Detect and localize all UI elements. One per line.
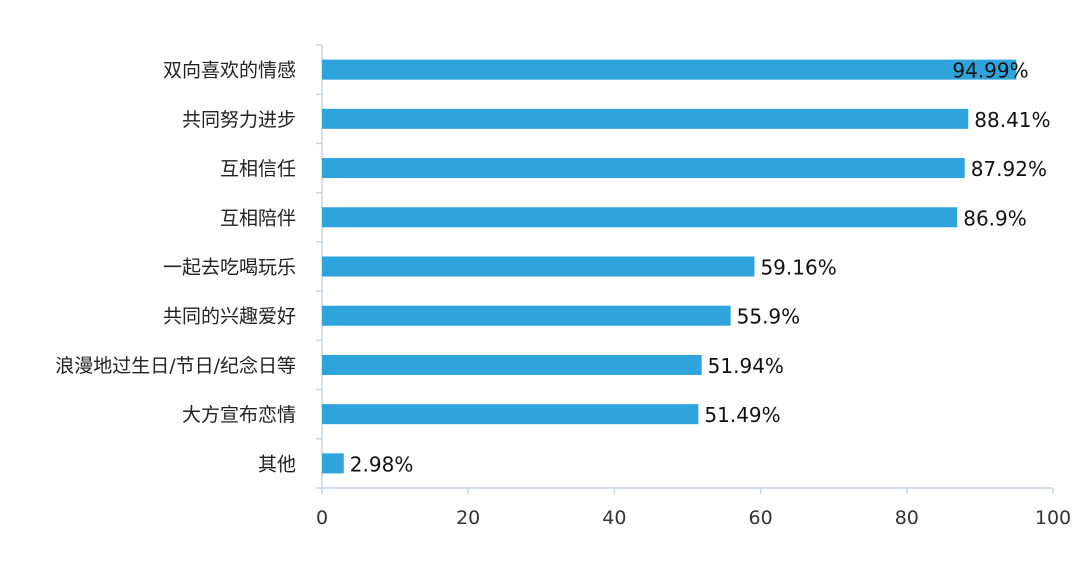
category-label: 其他 — [258, 453, 296, 475]
bar — [322, 453, 344, 474]
value-label: 59.16% — [760, 256, 836, 280]
x-tick-label: 80 — [895, 507, 919, 529]
bar — [322, 59, 1017, 80]
value-label: 51.94% — [708, 354, 784, 378]
value-labels: 94.99% 88.41% 87.92% 86.9% 59.16% 55.9% 51.94%… — [350, 59, 1051, 477]
category-label: 互相陪伴 — [220, 207, 296, 229]
category-label: 一起去吃喝玩乐 — [163, 257, 296, 279]
category-label: 浪漫地过生日/节日/纪念日等 — [55, 354, 296, 377]
x-tick-labels: 0 20 40 60 80 100 — [316, 507, 1071, 529]
x-tick-label: 20 — [456, 507, 480, 529]
category-label: 双向喜欢的情感 — [163, 60, 296, 82]
bar — [322, 256, 755, 277]
category-label: 共同的兴趣爱好 — [163, 306, 296, 328]
bar — [322, 108, 969, 129]
x-tick-label: 40 — [602, 507, 626, 529]
x-tick-label: 100 — [1035, 507, 1071, 529]
x-tick-label: 60 — [749, 507, 773, 529]
value-label: 94.99% — [952, 59, 1028, 83]
value-label: 86.9% — [963, 206, 1027, 230]
category-label: 共同努力进步 — [182, 109, 296, 131]
chart-bars — [322, 59, 1017, 474]
bar — [322, 158, 965, 179]
bar — [322, 354, 702, 375]
value-label: 87.92% — [971, 157, 1047, 181]
value-label: 55.9% — [737, 305, 801, 329]
bar — [322, 404, 699, 425]
value-label: 88.41% — [974, 108, 1050, 132]
value-label: 2.98% — [350, 452, 414, 476]
bar — [322, 207, 958, 228]
x-tick-label: 0 — [316, 507, 328, 529]
category-labels: 双向喜欢的情感共同努力进步互相信任互相陪伴一起去吃喝玩乐共同的兴趣爱好浪漫地过生… — [55, 60, 296, 476]
bar — [322, 305, 731, 326]
category-label: 互相信任 — [220, 158, 296, 180]
category-label: 大方宣布恋情 — [182, 404, 296, 426]
value-label: 51.49% — [704, 403, 780, 427]
